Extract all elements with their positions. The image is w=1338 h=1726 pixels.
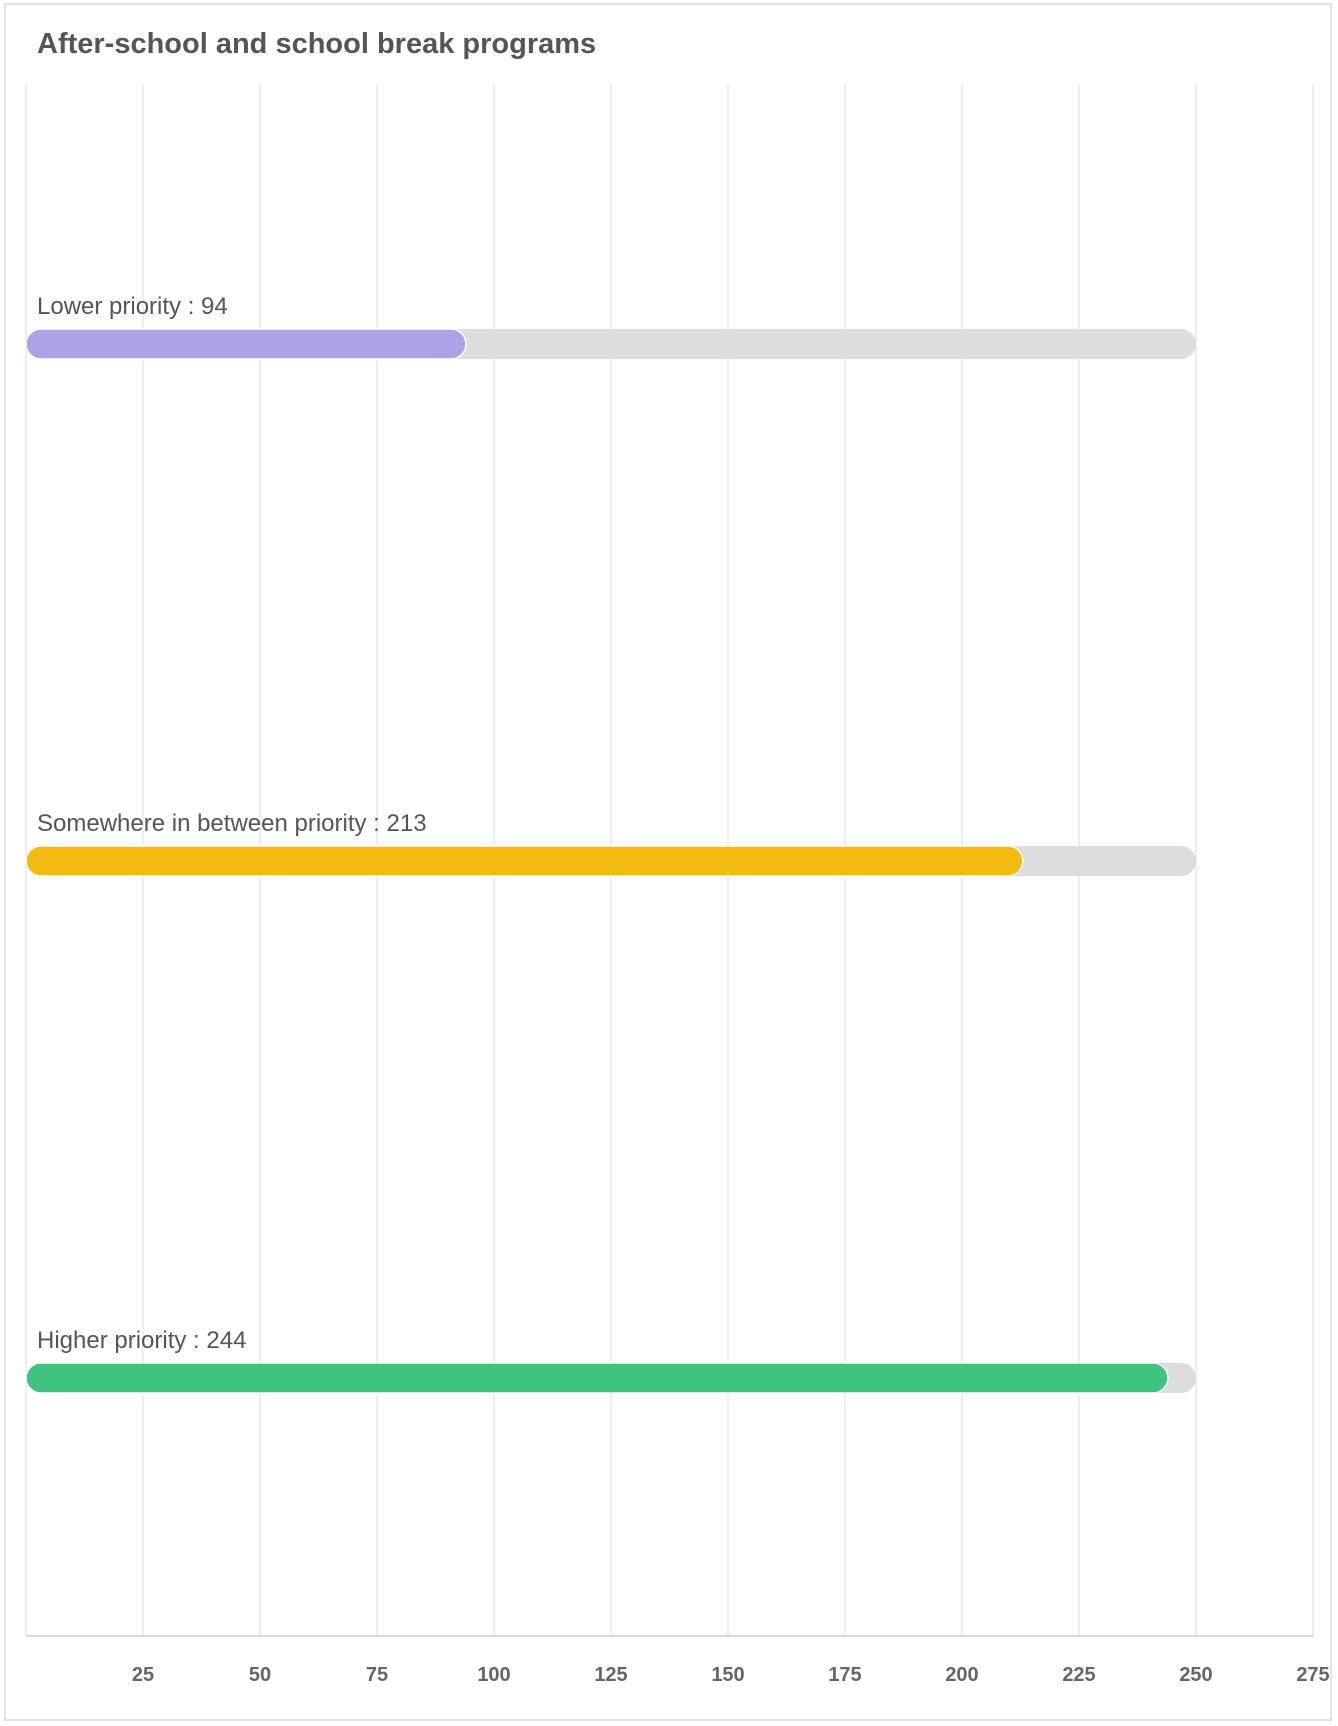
x-tick-label: 25 <box>132 1664 154 1686</box>
x-tick-label: 125 <box>594 1664 627 1686</box>
x-tick-label: 150 <box>711 1664 744 1686</box>
x-tick-label: 50 <box>249 1664 271 1686</box>
x-tick-label: 75 <box>366 1664 388 1686</box>
x-tick-label: 225 <box>1062 1664 1095 1686</box>
bar-label: Somewhere in between priority : 213 <box>37 810 427 837</box>
x-tick-label: 175 <box>828 1664 861 1686</box>
bar <box>25 1362 1169 1394</box>
x-tick-label: 250 <box>1179 1664 1212 1686</box>
x-tick-label: 200 <box>945 1664 978 1686</box>
bar <box>25 845 1024 877</box>
chart-title: After-school and school break programs <box>37 28 597 60</box>
bar-label: Higher priority : 244 <box>37 1327 246 1354</box>
x-tick-label: 275 <box>1296 1664 1329 1686</box>
x-tick-label: 100 <box>477 1664 510 1686</box>
bar <box>25 328 467 360</box>
bar-label: Lower priority : 94 <box>37 293 228 320</box>
